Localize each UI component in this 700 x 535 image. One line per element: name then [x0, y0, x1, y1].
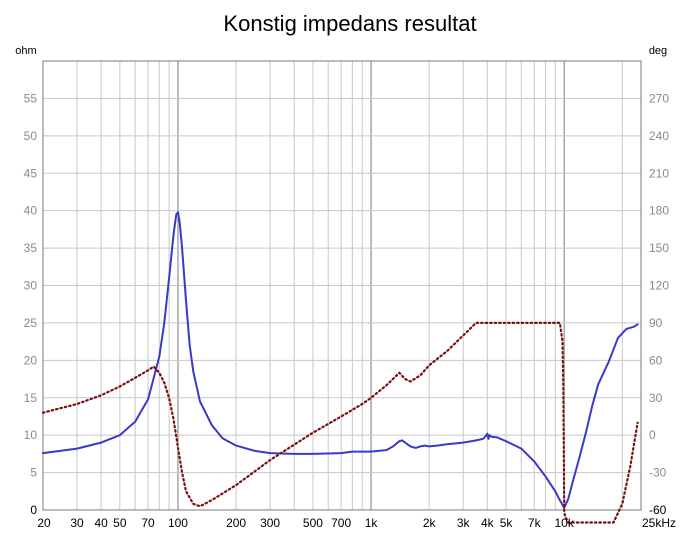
left-tick-label: 10	[24, 428, 38, 442]
x-tick-label: 20	[37, 516, 51, 530]
left-tick-label: 45	[24, 166, 38, 180]
left-tick-label: 50	[24, 129, 38, 143]
chart-title: Konstig impedans resultat	[223, 11, 476, 36]
series-layer	[41, 211, 639, 524]
left-tick-label: 55	[24, 91, 38, 105]
x-tick-label: 30	[70, 516, 84, 530]
x-tick-label: 70	[141, 516, 155, 530]
x-tick-label: 10k	[554, 516, 574, 530]
left-tick-label: 25	[24, 316, 38, 330]
phase-series-line	[41, 321, 639, 524]
plot-frame	[42, 60, 642, 511]
left-tick-label: 20	[24, 353, 38, 367]
right-axis-unit: deg	[649, 45, 667, 57]
grid-lines	[43, 61, 641, 510]
right-tick-label: -60	[649, 503, 667, 517]
right-tick-label: 180	[649, 204, 669, 218]
x-tick-label: 500	[303, 516, 323, 530]
impedance-series-line	[42, 211, 639, 509]
x-tick-label: 5k	[500, 516, 514, 530]
x-tick-label: 40	[94, 516, 108, 530]
right-tick-label: 150	[649, 241, 669, 255]
left-tick-label: 40	[24, 204, 38, 218]
x-tick-label: 25kHz	[642, 516, 676, 530]
right-tick-label: 30	[649, 391, 663, 405]
right-tick-label: 120	[649, 279, 669, 293]
x-tick-label: 1k	[365, 516, 379, 530]
left-axis-unit: ohm	[15, 45, 36, 57]
right-tick-label: 60	[649, 353, 663, 367]
left-tick-label: 15	[24, 391, 38, 405]
x-tick-label: 100	[168, 516, 188, 530]
right-tick-label: 210	[649, 166, 669, 180]
left-tick-label: 30	[24, 279, 38, 293]
x-tick-label: 4k	[481, 516, 495, 530]
right-tick-label: 90	[649, 316, 663, 330]
x-axis-ticks: 20 30 40 50 70 100 200 300 500 700 1k 2k 3k 4k 5k 7k 10k…	[37, 516, 676, 530]
right-tick-label: 270	[649, 91, 669, 105]
x-tick-label: 7k	[528, 516, 542, 530]
left-tick-label: 0	[30, 503, 37, 517]
left-tick-label: 35	[24, 241, 38, 255]
left-tick-label: 5	[30, 466, 37, 480]
right-tick-label: 240	[649, 129, 669, 143]
right-axis-ticks: -60 -30 0 30 60 90 120 150 180 210 240 270	[649, 91, 669, 517]
right-tick-label: -30	[649, 466, 667, 480]
left-axis-ticks: 0 5 10 15 20 25 30 35 40 45 50 55	[24, 91, 38, 517]
x-tick-label: 2k	[423, 516, 437, 530]
x-tick-label: 50	[113, 516, 127, 530]
right-tick-label: 0	[649, 428, 656, 442]
x-tick-label: 700	[331, 516, 351, 530]
x-tick-label: 3k	[457, 516, 471, 530]
x-tick-label: 300	[260, 516, 280, 530]
x-tick-label: 200	[226, 516, 246, 530]
